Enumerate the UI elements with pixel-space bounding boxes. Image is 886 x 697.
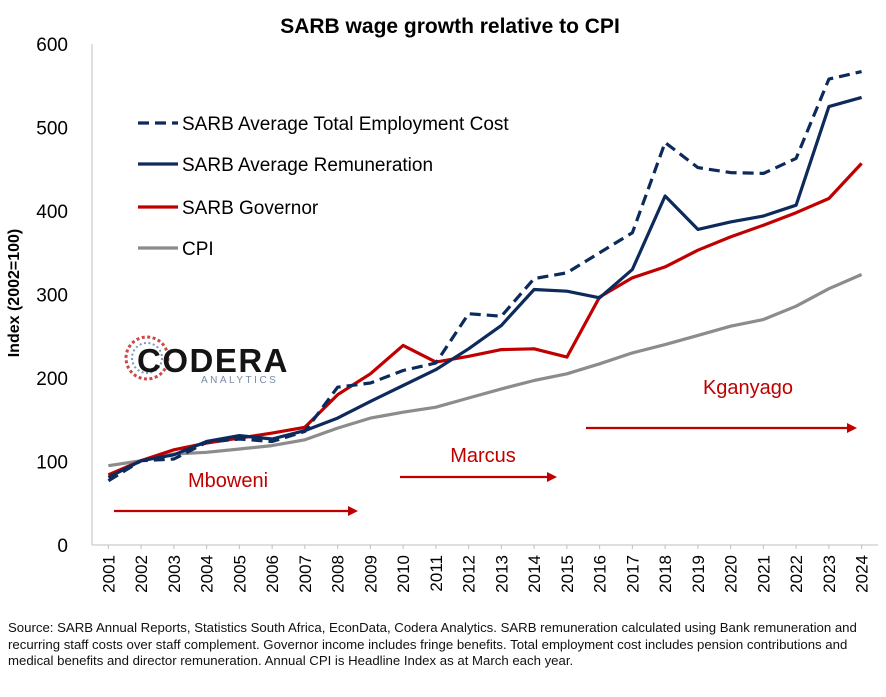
x-tick-label: 2005	[230, 555, 249, 593]
x-tick-label: 2014	[525, 555, 544, 593]
x-tick-label: 2019	[689, 555, 708, 593]
x-tick-label: 2001	[99, 555, 118, 593]
legend-label: SARB Governor	[182, 198, 319, 219]
tenure-arrow-head	[348, 506, 358, 516]
legend-label: SARB Average Remuneration	[182, 155, 433, 176]
x-tick-label: 2007	[296, 555, 315, 593]
tenure-label: Kganyago	[703, 377, 793, 399]
x-tick-label: 2016	[591, 555, 610, 593]
y-tick-label: 400	[36, 202, 68, 223]
tenure-arrow-head	[847, 423, 857, 433]
source-note: Source: SARB Annual Reports, Statistics …	[8, 620, 857, 668]
y-tick-label: 0	[57, 536, 68, 557]
series-line-sarb-average-total-employment-cost	[107, 70, 862, 483]
x-tick-label: 2006	[263, 555, 282, 593]
series-line-sarb-average-remuneration	[107, 95, 863, 479]
x-tick-label: 2004	[198, 555, 217, 593]
x-tick-label: 2023	[820, 555, 839, 593]
legend-label: CPI	[182, 239, 214, 260]
chart-title: SARB wage growth relative to CPI	[280, 15, 620, 38]
x-tick-label: 2017	[623, 555, 642, 593]
x-tick-label: 2022	[787, 555, 806, 593]
series-line-cpi	[108, 273, 863, 468]
x-tick-label: 2015	[558, 555, 577, 593]
x-tick-label: 2010	[394, 555, 413, 593]
legend-label: SARB Average Total Employment Cost	[182, 114, 509, 135]
x-tick-labels: 2001 2002 2003 2004 2005 2006 2007 2008 2009 2010…	[99, 545, 872, 593]
y-tick-labels: 0 100 200 300 400 500 600	[36, 35, 68, 557]
x-tick-label: 2013	[492, 555, 511, 593]
x-tick-label: 2024	[853, 555, 872, 593]
y-tick-label: 300	[36, 286, 68, 307]
x-tick-label: 2011	[427, 555, 446, 592]
line-chart: SARB wage growth relative to CPI Index (…	[6, 15, 878, 593]
tenure-annotations: Mboweni Marcus Kganyago	[114, 377, 857, 516]
x-tick-label: 2002	[132, 555, 151, 593]
logo-mark-icon	[124, 335, 170, 381]
logo-subtitle: ANALYTICS	[201, 375, 278, 386]
x-tick-label: 2018	[656, 555, 675, 593]
tenure-label: Marcus	[450, 445, 516, 467]
y-tick-label: 200	[36, 369, 68, 390]
x-tick-label: 2008	[329, 555, 348, 593]
logo-name: CODERA	[137, 342, 289, 379]
tenure-arrow-head	[547, 472, 557, 482]
series-lines	[107, 70, 863, 483]
x-tick-label: 2021	[754, 555, 773, 593]
x-tick-label: 2012	[460, 555, 479, 593]
x-tick-label: 2009	[361, 555, 380, 593]
y-tick-label: 600	[36, 35, 68, 56]
codera-logo: CODERA ANALYTICS	[124, 335, 289, 386]
series-line-sarb-governor	[107, 162, 863, 477]
x-tick-label: 2003	[165, 555, 184, 593]
y-axis-label: Index (2002=100)	[6, 229, 23, 358]
legend: SARB Average Total Employment Cost SARB A…	[138, 114, 509, 260]
tenure-label: Mboweni	[188, 470, 268, 492]
y-tick-label: 500	[36, 119, 68, 140]
x-tick-label: 2020	[722, 555, 741, 593]
y-tick-label: 100	[36, 453, 68, 474]
axes	[91, 44, 878, 546]
